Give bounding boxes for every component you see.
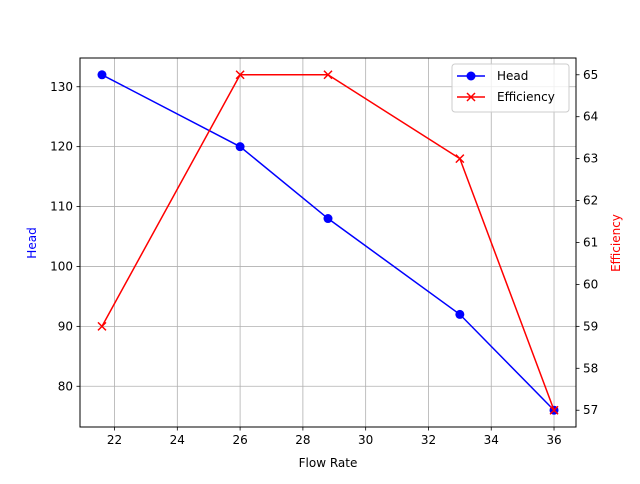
data-point-marker — [97, 70, 107, 80]
data-point-marker — [235, 142, 245, 152]
x-tick-label: 24 — [170, 433, 185, 447]
left-y-tick-label: 120 — [50, 140, 73, 154]
left-y-tick-label: 80 — [58, 379, 73, 393]
x-tick-label: 28 — [295, 433, 310, 447]
plot-frame — [79, 57, 577, 428]
x-axis-label: Flow Rate — [299, 456, 358, 470]
left-y-axis-ticks: 80 90 100 110 120 130 — [50, 80, 80, 393]
legend-label-head: Head — [497, 69, 528, 83]
x-tick-label: 22 — [107, 433, 122, 447]
data-point-marker — [549, 405, 559, 415]
x-axis-ticks: 22 24 26 28 30 32 34 36 — [107, 427, 562, 447]
x-tick-label: 36 — [546, 433, 561, 447]
right-y-tick-label: 57 — [583, 403, 598, 417]
left-y-tick-label: 90 — [58, 319, 73, 333]
right-y-tick-label: 62 — [583, 194, 598, 208]
left-y-tick-label: 110 — [50, 200, 73, 214]
right-y-tick-label: 58 — [583, 361, 598, 375]
series-efficiency — [97, 70, 559, 415]
grid-lines — [80, 58, 576, 427]
data-point-marker — [235, 70, 245, 80]
right-y-axis-ticks: 57 58 59 60 61 62 63 64 65 — [576, 68, 598, 417]
right-y-tick-label: 64 — [583, 110, 598, 124]
legend: Head Efficiency — [451, 63, 570, 113]
data-point-marker — [323, 214, 333, 224]
left-y-axis-label: Head — [25, 227, 39, 258]
head-legend-marker-icon — [466, 71, 476, 81]
x-tick-label: 30 — [358, 433, 373, 447]
x-tick-label: 32 — [421, 433, 436, 447]
x-tick-label: 26 — [232, 433, 247, 447]
data-point-marker — [97, 321, 107, 331]
right-y-axis-label: Efficiency — [609, 214, 623, 272]
data-point-marker — [455, 154, 465, 164]
right-y-tick-label: 60 — [583, 277, 598, 291]
efficiency-legend-marker-icon — [466, 92, 476, 102]
right-y-tick-label: 65 — [583, 68, 598, 82]
left-y-tick-label: 130 — [50, 80, 73, 94]
right-y-tick-label: 61 — [583, 236, 598, 250]
right-y-tick-label: 59 — [583, 319, 598, 333]
data-point-marker — [323, 70, 333, 80]
series-lines — [97, 70, 559, 415]
left-y-tick-label: 100 — [50, 259, 73, 273]
right-y-tick-label: 63 — [583, 152, 598, 166]
data-point-marker — [455, 309, 465, 319]
legend-label-efficiency: Efficiency — [497, 90, 555, 104]
x-tick-label: 34 — [484, 433, 499, 447]
